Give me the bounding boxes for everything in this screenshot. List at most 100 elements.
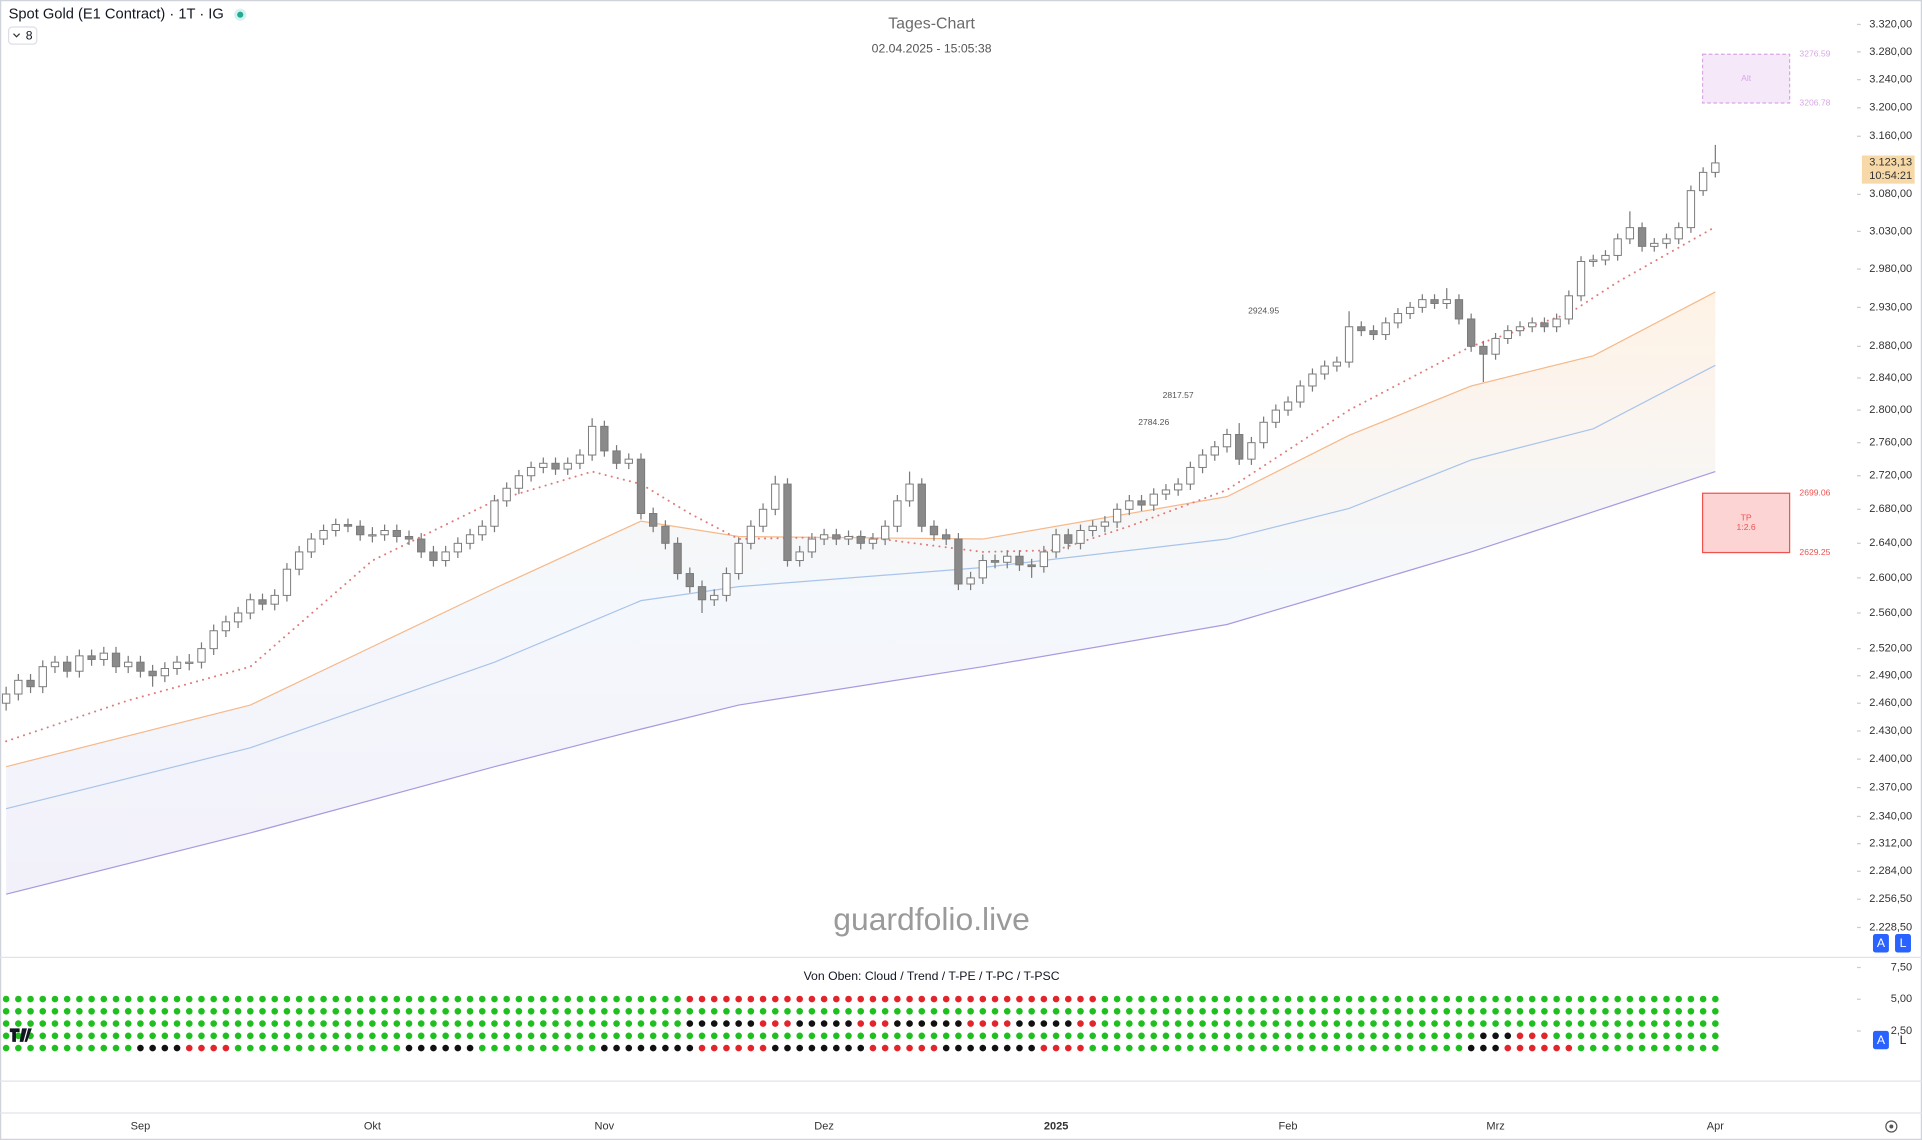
signal-dot bbox=[1370, 1032, 1377, 1040]
signal-dot bbox=[2, 1032, 10, 1040]
candle-body bbox=[1454, 299, 1464, 320]
signal-dot bbox=[332, 1044, 340, 1052]
signal-dot bbox=[662, 1020, 669, 1027]
signal-dot bbox=[771, 1032, 779, 1040]
signal-dot bbox=[833, 1032, 840, 1040]
signal-dot bbox=[246, 1007, 254, 1015]
signal-dot bbox=[686, 1032, 694, 1040]
candle-body bbox=[832, 534, 841, 540]
signal-dot bbox=[76, 1032, 83, 1040]
signal-dot bbox=[1419, 1020, 1426, 1027]
signal-dot bbox=[576, 995, 584, 1003]
auto-scale-button[interactable] bbox=[1872, 934, 1889, 953]
tv-logo[interactable] bbox=[9, 1028, 32, 1042]
signal-dot bbox=[430, 1044, 437, 1052]
candle-body bbox=[1064, 534, 1073, 544]
box-bottom-label: 2629.25 bbox=[1799, 547, 1830, 557]
x-tick-label: Okt bbox=[364, 1120, 381, 1132]
signal-dot bbox=[1284, 1044, 1292, 1052]
settings-icon[interactable] bbox=[1885, 1120, 1898, 1133]
signal-dot bbox=[942, 1044, 950, 1052]
signal-dot bbox=[564, 1007, 572, 1015]
signal-dot bbox=[222, 1007, 230, 1015]
signal-dot bbox=[393, 1032, 401, 1040]
signal-dot bbox=[771, 1020, 779, 1027]
signal-dot bbox=[906, 1007, 913, 1015]
y-tick-label: 3.320,00 bbox=[1869, 18, 1912, 30]
signal-dot bbox=[1077, 995, 1084, 1003]
signal-dot bbox=[1699, 1044, 1707, 1052]
candle-body bbox=[710, 594, 719, 601]
signal-dot bbox=[649, 1032, 657, 1040]
signal-dot bbox=[930, 995, 938, 1003]
signal-dot bbox=[405, 1007, 413, 1015]
auto-scale-label[interactable]: A bbox=[1877, 936, 1886, 950]
collapse-count[interactable]: 8 bbox=[26, 28, 33, 42]
candle-body bbox=[1235, 434, 1244, 460]
signal-dot bbox=[100, 1020, 108, 1027]
y-tick-label: 2.840,00 bbox=[1869, 372, 1912, 384]
candle-body bbox=[1198, 454, 1207, 468]
box-top-label: 2699.06 bbox=[1799, 488, 1830, 498]
signal-dot bbox=[137, 1020, 144, 1027]
signal-dot bbox=[1577, 1020, 1585, 1027]
auto-scale-button[interactable] bbox=[1872, 1030, 1889, 1050]
signal-dot bbox=[1382, 1032, 1390, 1040]
signal-dot bbox=[27, 1044, 34, 1052]
signal-dot bbox=[1064, 1032, 1072, 1040]
signal-dot bbox=[930, 1044, 938, 1052]
signal-dot bbox=[1541, 1032, 1548, 1040]
auto-scale-label[interactable]: A bbox=[1877, 1033, 1886, 1047]
signal-dot bbox=[1248, 995, 1255, 1003]
log-scale-label[interactable]: L bbox=[1900, 1033, 1907, 1047]
signal-dot bbox=[259, 995, 266, 1003]
signal-dot bbox=[51, 995, 59, 1003]
signal-dot bbox=[1516, 1007, 1524, 1015]
log-scale-button[interactable] bbox=[1895, 934, 1911, 953]
signal-dot bbox=[356, 995, 364, 1003]
signal-dot bbox=[1028, 1032, 1035, 1040]
signal-dot bbox=[503, 1032, 510, 1040]
y-tick-label: 2.720,00 bbox=[1869, 470, 1912, 482]
signal-dot bbox=[1394, 1044, 1402, 1052]
candle-body bbox=[1442, 299, 1451, 304]
log-scale-label[interactable]: L bbox=[1900, 936, 1907, 950]
signal-dot bbox=[759, 1020, 767, 1027]
signal-dot bbox=[2, 1020, 10, 1027]
signal-dot bbox=[1406, 1007, 1414, 1015]
signal-dot bbox=[137, 1032, 144, 1040]
countdown-label: 10:54:21 bbox=[1869, 170, 1912, 182]
y-tick-label: 5,00 bbox=[1891, 993, 1912, 1005]
signal-dot bbox=[1602, 1007, 1609, 1015]
signal-dot bbox=[906, 1020, 913, 1027]
signal-dot bbox=[295, 1007, 303, 1015]
signal-dot bbox=[1113, 1032, 1121, 1040]
signal-dot bbox=[222, 995, 230, 1003]
signal-dot bbox=[1077, 1020, 1084, 1027]
signal-dot bbox=[1333, 1032, 1341, 1040]
signal-dot bbox=[1614, 1020, 1621, 1027]
candle-body bbox=[1552, 318, 1561, 328]
symbol-title[interactable]: Spot Gold (E1 Contract) · 1T · IG bbox=[9, 7, 224, 23]
candle-body bbox=[368, 534, 377, 537]
signal-dot bbox=[332, 995, 340, 1003]
signal-dot bbox=[613, 995, 620, 1003]
candle-body bbox=[1027, 564, 1036, 568]
signal-dot bbox=[1382, 995, 1390, 1003]
box-label: TP bbox=[1741, 512, 1752, 522]
signal-dot bbox=[124, 1032, 132, 1040]
signal-dot bbox=[649, 1007, 657, 1015]
candle-body bbox=[1528, 322, 1537, 328]
collapse-button[interactable] bbox=[7, 26, 38, 45]
candle-body bbox=[1210, 446, 1219, 456]
signal-dot bbox=[1553, 1007, 1560, 1015]
signal-dot bbox=[1406, 995, 1414, 1003]
signal-dot bbox=[124, 995, 132, 1003]
signal-dot bbox=[1516, 995, 1524, 1003]
signal-dot bbox=[955, 1007, 962, 1015]
candle-body bbox=[1466, 318, 1476, 347]
signal-dot bbox=[1199, 1020, 1206, 1027]
box-top-label: 3276.59 bbox=[1799, 49, 1830, 59]
candle-body bbox=[990, 560, 1000, 563]
signal-dot bbox=[1187, 1020, 1194, 1027]
